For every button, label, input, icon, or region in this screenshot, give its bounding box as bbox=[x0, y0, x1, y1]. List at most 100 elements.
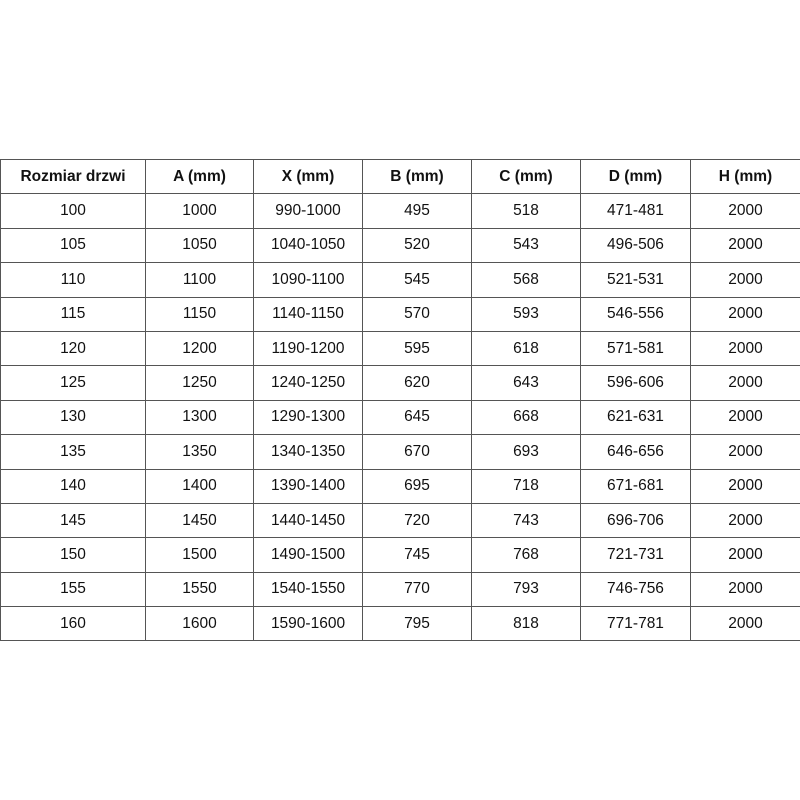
table-cell: 645 bbox=[362, 399, 472, 436]
table-cell: 518 bbox=[471, 193, 581, 229]
table-cell: 545 bbox=[362, 262, 472, 298]
table-row: 135 1350 1340-1350 670 693 646-656 2000 bbox=[0, 434, 800, 470]
table-cell: 520 bbox=[362, 227, 472, 264]
column-header: A (mm) bbox=[145, 158, 254, 195]
table-cell: 2000 bbox=[690, 502, 800, 539]
table-cell: 618 bbox=[471, 330, 581, 367]
table-cell: 1050 bbox=[145, 227, 254, 264]
table-row: 105 1050 1040-1050 520 543 496-506 2000 bbox=[0, 227, 800, 264]
table-row: 150 1500 1490-1500 745 768 721-731 2000 bbox=[0, 537, 800, 573]
table-cell: 1400 bbox=[145, 468, 254, 504]
table-cell: 2000 bbox=[690, 296, 800, 332]
table-cell: 1240-1250 bbox=[253, 365, 363, 401]
table-cell: 668 bbox=[471, 399, 581, 436]
table-cell: 771-781 bbox=[580, 606, 691, 642]
table-cell: 2000 bbox=[690, 399, 800, 436]
column-header: X (mm) bbox=[253, 158, 363, 195]
table-cell: 670 bbox=[362, 434, 472, 470]
table-cell: 671-681 bbox=[580, 468, 691, 504]
table-cell: 793 bbox=[471, 571, 581, 608]
table-cell: 135 bbox=[0, 434, 146, 470]
header-row: Rozmiar drzwi A (mm) X (mm) B (mm) C (mm) D (… bbox=[0, 158, 800, 195]
table-cell: 593 bbox=[471, 296, 581, 332]
table-cell: 720 bbox=[362, 502, 472, 539]
table-cell: 643 bbox=[471, 365, 581, 401]
column-header: Rozmiar drzwi bbox=[0, 158, 146, 195]
table-cell: 768 bbox=[471, 537, 581, 573]
table-cell: 145 bbox=[0, 502, 146, 539]
table-cell: 2000 bbox=[690, 468, 800, 504]
table-cell: 595 bbox=[362, 330, 472, 367]
table-cell: 1000 bbox=[145, 193, 254, 229]
table-cell: 718 bbox=[471, 468, 581, 504]
table-cell: 130 bbox=[0, 399, 146, 436]
table-cell: 745 bbox=[362, 537, 472, 573]
table-cell: 1250 bbox=[145, 365, 254, 401]
table-row: 120 1200 1190-1200 595 618 571-581 2000 bbox=[0, 330, 800, 367]
table-cell: 2000 bbox=[690, 330, 800, 367]
table-cell: 1200 bbox=[145, 330, 254, 367]
table-cell: 746-756 bbox=[580, 571, 691, 608]
table-cell: 1440-1450 bbox=[253, 502, 363, 539]
table-cell: 1590-1600 bbox=[253, 606, 363, 642]
table-cell: 596-606 bbox=[580, 365, 691, 401]
table-cell: 568 bbox=[471, 262, 581, 298]
table-cell: 495 bbox=[362, 193, 472, 229]
table-cell: 770 bbox=[362, 571, 472, 608]
column-header: B (mm) bbox=[362, 158, 472, 195]
table-cell: 546-556 bbox=[580, 296, 691, 332]
dimensions-table: Rozmiar drzwi A (mm) X (mm) B (mm) C (mm) D (… bbox=[0, 158, 800, 642]
table-cell: 621-631 bbox=[580, 399, 691, 436]
table-cell: 1150 bbox=[145, 296, 254, 332]
table-cell: 1540-1550 bbox=[253, 571, 363, 608]
table-cell: 105 bbox=[0, 227, 146, 264]
table-cell: 1190-1200 bbox=[253, 330, 363, 367]
table-cell: 115 bbox=[0, 296, 146, 332]
table-cell: 155 bbox=[0, 571, 146, 608]
table-cell: 1550 bbox=[145, 571, 254, 608]
table-cell: 2000 bbox=[690, 537, 800, 573]
table-cell: 471-481 bbox=[580, 193, 691, 229]
table-cell: 150 bbox=[0, 537, 146, 573]
table-cell: 496-506 bbox=[580, 227, 691, 264]
table-cell: 2000 bbox=[690, 227, 800, 264]
table-cell: 2000 bbox=[690, 606, 800, 642]
table-row: 160 1600 1590-1600 795 818 771-781 2000 bbox=[0, 606, 800, 642]
table-cell: 543 bbox=[471, 227, 581, 264]
table-cell: 620 bbox=[362, 365, 472, 401]
table-cell: 571-581 bbox=[580, 330, 691, 367]
table-row: 145 1450 1440-1450 720 743 696-706 2000 bbox=[0, 502, 800, 539]
table-cell: 646-656 bbox=[580, 434, 691, 470]
column-header: C (mm) bbox=[471, 158, 581, 195]
table-row: 110 1100 1090-1100 545 568 521-531 2000 bbox=[0, 262, 800, 298]
table-cell: 818 bbox=[471, 606, 581, 642]
table-cell: 1450 bbox=[145, 502, 254, 539]
table-cell: 125 bbox=[0, 365, 146, 401]
column-header: D (mm) bbox=[580, 158, 691, 195]
table-cell: 570 bbox=[362, 296, 472, 332]
table-cell: 743 bbox=[471, 502, 581, 539]
table-row: 130 1300 1290-1300 645 668 621-631 2000 bbox=[0, 399, 800, 436]
table-cell: 120 bbox=[0, 330, 146, 367]
table-cell: 1340-1350 bbox=[253, 434, 363, 470]
table-cell: 795 bbox=[362, 606, 472, 642]
table-cell: 521-531 bbox=[580, 262, 691, 298]
table-cell: 721-731 bbox=[580, 537, 691, 573]
table-cell: 2000 bbox=[690, 193, 800, 229]
table-cell: 1290-1300 bbox=[253, 399, 363, 436]
table-row: 115 1150 1140-1150 570 593 546-556 2000 bbox=[0, 296, 800, 332]
table-cell: 1040-1050 bbox=[253, 227, 363, 264]
table-cell: 1350 bbox=[145, 434, 254, 470]
table-row: 100 1000 990-1000 495 518 471-481 2000 bbox=[0, 193, 800, 229]
table-cell: 2000 bbox=[690, 434, 800, 470]
table-cell: 2000 bbox=[690, 262, 800, 298]
table-cell: 2000 bbox=[690, 365, 800, 401]
column-header: H (mm) bbox=[690, 158, 800, 195]
table-cell: 1500 bbox=[145, 537, 254, 573]
table-cell: 990-1000 bbox=[253, 193, 363, 229]
table-cell: 1100 bbox=[145, 262, 254, 298]
table-row: 125 1250 1240-1250 620 643 596-606 2000 bbox=[0, 365, 800, 401]
table-cell: 1090-1100 bbox=[253, 262, 363, 298]
table-cell: 140 bbox=[0, 468, 146, 504]
table-cell: 110 bbox=[0, 262, 146, 298]
